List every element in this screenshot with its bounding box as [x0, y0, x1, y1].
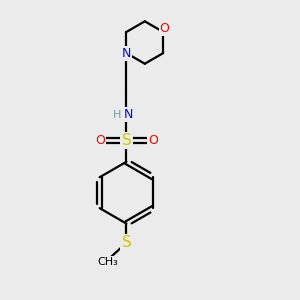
Text: S: S [122, 235, 131, 250]
Text: O: O [160, 22, 170, 35]
Text: N: N [122, 46, 131, 60]
Text: O: O [148, 134, 158, 147]
Text: N: N [124, 109, 134, 122]
Text: O: O [95, 134, 105, 147]
Text: S: S [122, 133, 131, 148]
Text: H: H [113, 110, 121, 120]
Text: CH₃: CH₃ [97, 257, 118, 267]
